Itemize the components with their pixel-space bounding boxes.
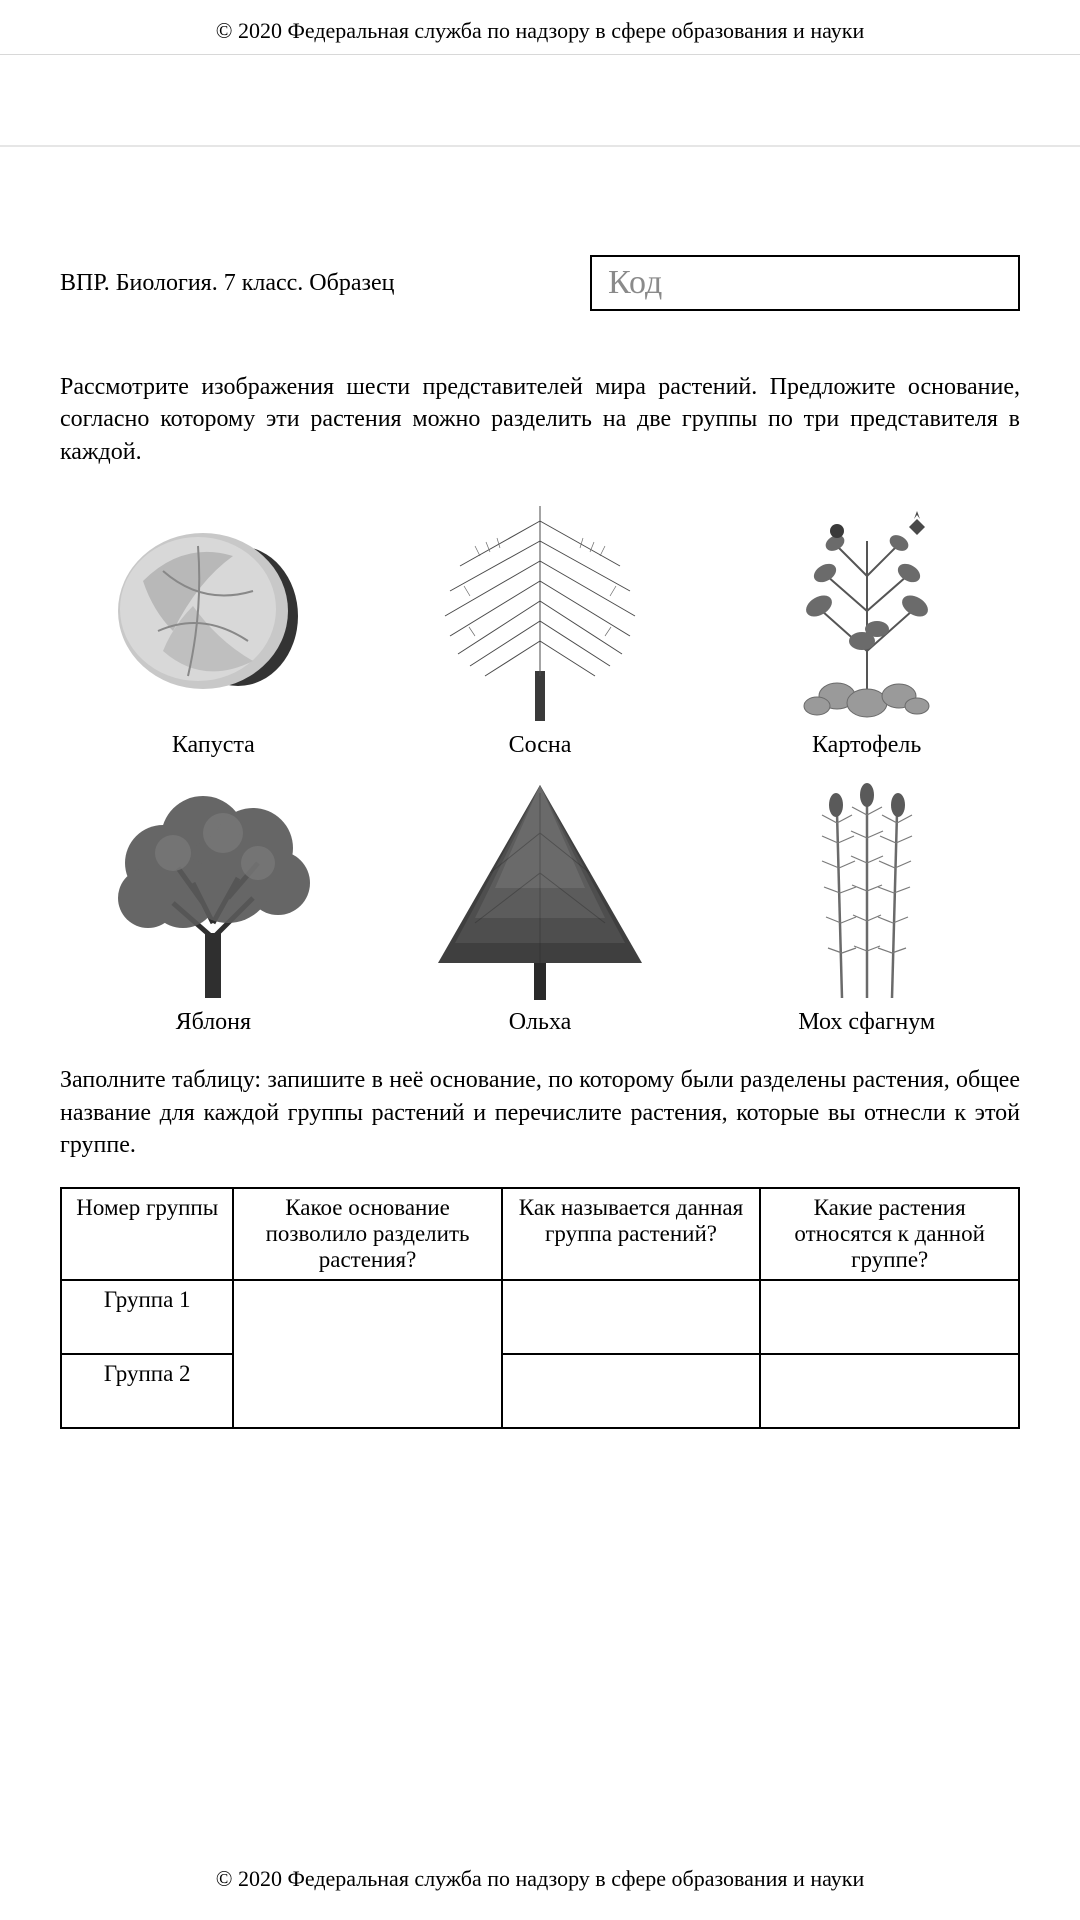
th-plants: Какие растения относятся к данной группе… [760,1188,1019,1280]
plant-label: Мох сфагнум [798,1009,935,1036]
doc-title: ВПР. Биология. 7 класс. Образец [60,270,394,297]
plant-appletree: Яблоня [60,773,367,1036]
plants-grid: Капуста [60,496,1020,1036]
table-instructions: Заполните таблицу: запишите в неё основа… [60,1064,1020,1161]
code-input-box[interactable]: Код [590,255,1020,311]
th-group-number: Номер группы [61,1188,233,1280]
plant-label: Сосна [509,732,572,759]
table-header-row: Номер группы Какое основание позволило р… [61,1188,1019,1280]
plant-pine: Сосна [387,496,694,759]
plant-potato: Картофель [713,496,1020,759]
header-gap [0,55,1080,145]
row-label-2: Группа 2 [61,1354,233,1428]
th-group-name: Как называется данная группа растений? [502,1188,761,1280]
table-row: Группа 2 [61,1354,1019,1428]
alder-image [410,773,670,1003]
cell-groupname-1[interactable] [502,1280,761,1354]
plant-moss: Мох сфагнум [713,773,1020,1036]
potato-image [737,496,997,726]
pine-image [410,496,670,726]
th-basis: Какое основание позволило разделить раст… [233,1188,501,1280]
cabbage-image [83,496,343,726]
copyright-top: © 2020 Федеральная служба по надзору в с… [0,0,1080,55]
plant-label: Капуста [172,732,255,759]
task-prompt: Рассмотрите изображения шести представит… [60,371,1020,468]
copyright-bottom: © 2020 Федеральная служба по надзору в с… [0,1866,1080,1892]
plant-alder: Ольха [387,773,694,1036]
cell-groupname-2[interactable] [502,1354,761,1428]
moss-image [737,773,997,1003]
plant-label: Картофель [812,732,921,759]
plant-label: Яблоня [176,1009,251,1036]
cell-basis[interactable] [233,1280,501,1428]
plant-cabbage: Капуста [60,496,367,759]
cell-plants-2[interactable] [760,1354,1019,1428]
header-row: ВПР. Биология. 7 класс. Образец Код [60,255,1020,311]
appletree-image [83,773,343,1003]
table-row: Группа 1 [61,1280,1019,1354]
row-label-1: Группа 1 [61,1280,233,1354]
answer-table: Номер группы Какое основание позволило р… [60,1187,1020,1429]
page-body: ВПР. Биология. 7 класс. Образец Код Расс… [0,155,1080,1429]
plant-label: Ольха [509,1009,572,1036]
cell-plants-1[interactable] [760,1280,1019,1354]
separator [0,145,1080,147]
